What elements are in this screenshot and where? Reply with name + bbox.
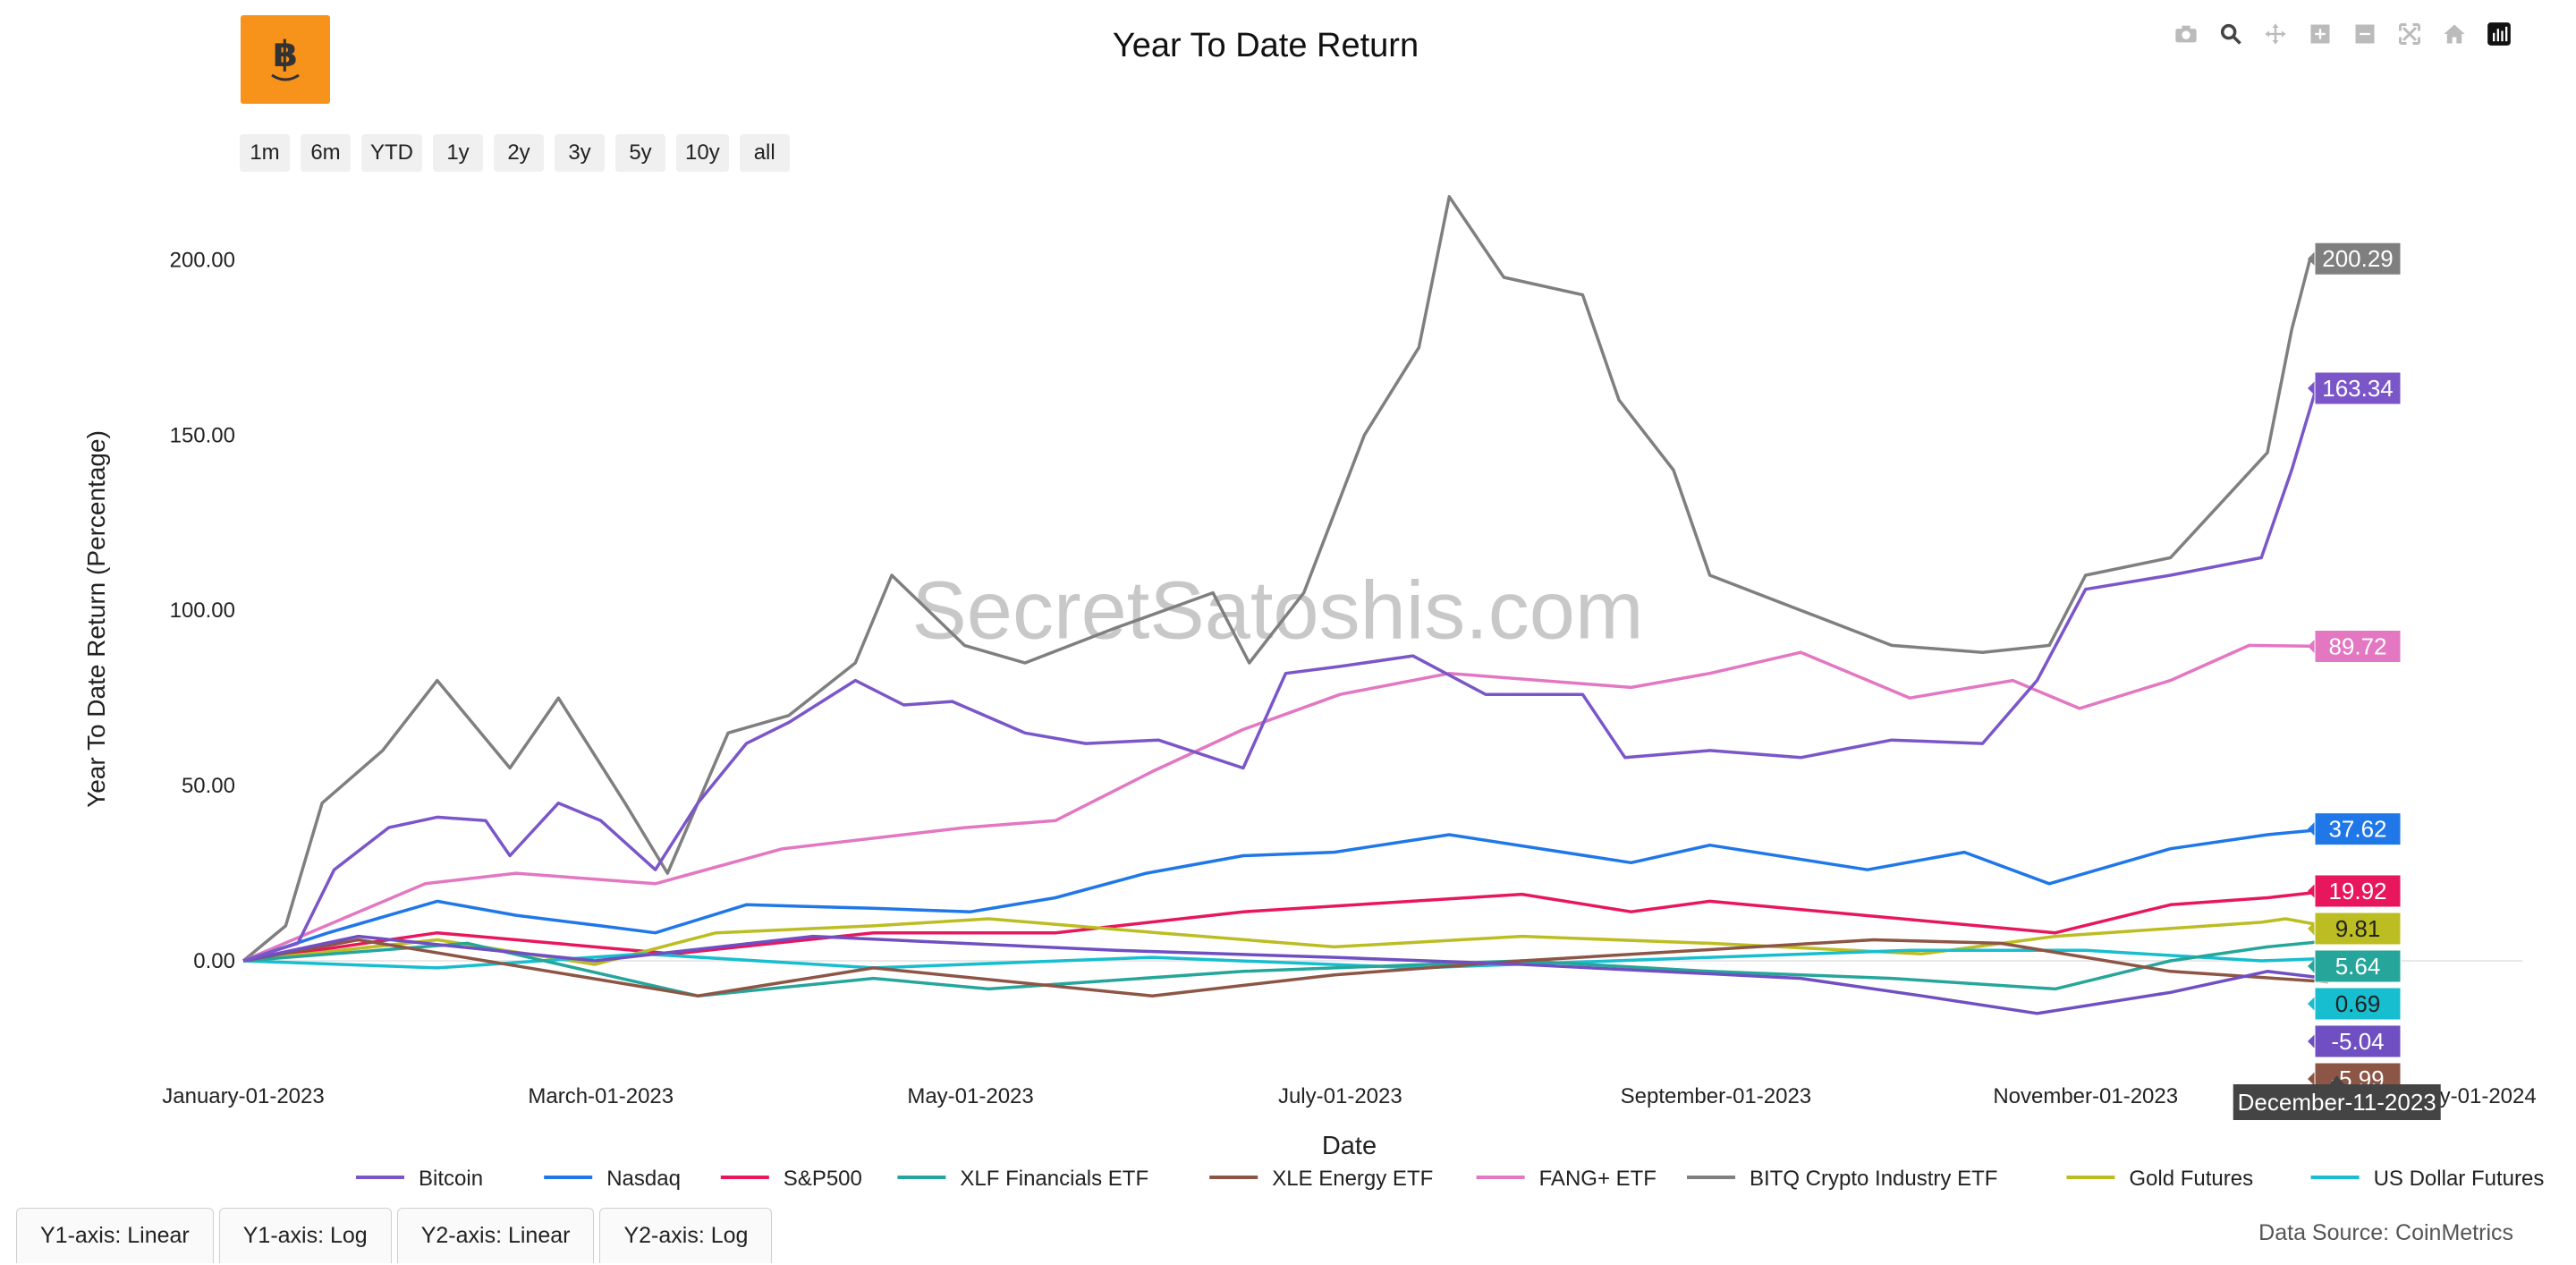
x-tick-label: January-01-2023 [162, 1084, 324, 1108]
value-label-pointer [2308, 251, 2315, 267]
logo: ฿ [241, 15, 330, 104]
range-button-5y[interactable]: 5y [615, 134, 665, 172]
x-tick-label: May-01-2023 [907, 1084, 1033, 1108]
legend-item-label: S&P500 [784, 1167, 862, 1191]
svg-text:฿: ฿ [273, 34, 298, 75]
series-line-bitq-crypto-industry-etf[interactable] [242, 195, 2328, 963]
series-line-nasdaq[interactable] [242, 827, 2328, 963]
modebar [2172, 20, 2513, 48]
legend-item-label: BITQ Crypto Industry ETF [1750, 1167, 1997, 1191]
tab-y1-linear[interactable]: Y1-axis: Linear [16, 1208, 214, 1263]
bitcoin-smile-logo-icon: ฿ [271, 34, 300, 81]
y-tick-label: 50.00 [182, 774, 235, 798]
hover-label-pointer [2329, 1075, 2344, 1084]
autoscale-icon[interactable] [2395, 20, 2424, 48]
legend-item-label: FANG+ ETF [1539, 1167, 1657, 1191]
value-label-box [2314, 629, 2402, 663]
zoom-icon[interactable] [2216, 20, 2245, 48]
range-selector: 1m 6m YTD 1y 2y 3y 5y 10y all [240, 134, 790, 172]
x-tick-label: November-01-2023 [1993, 1084, 2178, 1108]
tab-y1-log[interactable]: Y1-axis: Log [218, 1208, 392, 1263]
hover-date-label: December-11-2023 [2238, 1089, 2436, 1116]
value-label-pointer [2308, 996, 2315, 1011]
y-tick-label: 100.00 [170, 599, 235, 623]
range-button-10y[interactable]: 10y [676, 134, 729, 172]
value-label-pointer [2308, 921, 2315, 936]
value-label-pointer [2308, 1033, 2315, 1049]
chart-title: Year To Date Return [1112, 27, 1419, 64]
legend-item-label: XLE Energy ETF [1272, 1167, 1433, 1191]
value-label-box [2314, 949, 2402, 983]
range-button-1y[interactable]: 1y [433, 134, 483, 172]
camera-icon[interactable] [2172, 20, 2200, 48]
legend-item-label: US Dollar Futures [2374, 1167, 2545, 1191]
x-tick-label: March-01-2023 [528, 1084, 674, 1108]
legend-item-label: Nasdaq [606, 1167, 681, 1191]
plotly-logo-icon[interactable] [2485, 20, 2513, 48]
series-line-tlt-treasury-bond-etf[interactable] [242, 934, 2328, 1015]
hover-label-box [2233, 1084, 2441, 1120]
value-label-pointer [2308, 381, 2315, 396]
value-label-box [2314, 874, 2402, 908]
range-button-ytd[interactable]: YTD [361, 134, 422, 172]
value-label: 9.81 [2335, 915, 2381, 942]
value-label-box [2314, 242, 2402, 276]
value-label-pointer [2308, 883, 2315, 898]
zoom-in-icon[interactable] [2306, 20, 2334, 48]
data-source: Data Source: CoinMetrics [2258, 1220, 2513, 1245]
value-label: 200.29 [2322, 245, 2394, 272]
series-line-bitcoin[interactable] [242, 386, 2328, 963]
value-label-pointer [2308, 958, 2315, 973]
value-label-box [2314, 812, 2402, 846]
series-line-us-dollar-futures[interactable] [242, 948, 2328, 970]
value-label: 89.72 [2328, 632, 2386, 659]
x-axis-title: Date [1322, 1132, 1377, 1160]
legend-item-label: XLF Financials ETF [960, 1167, 1148, 1191]
value-label-box [2314, 1024, 2402, 1058]
range-button-all[interactable]: all [739, 134, 790, 172]
x-tick-label: July-01-2023 [1278, 1084, 1402, 1108]
value-label: 5.64 [2335, 953, 2381, 980]
tab-y2-log[interactable]: Y2-axis: Log [599, 1208, 773, 1263]
value-label: 19.92 [2328, 878, 2386, 904]
y-tick-label: 200.00 [170, 248, 235, 272]
value-label-pointer [2308, 1071, 2315, 1086]
value-label-box [2314, 371, 2402, 405]
range-button-2y[interactable]: 2y [494, 134, 544, 172]
y-tick-label: 0.00 [193, 949, 235, 973]
y-tick-label: 150.00 [170, 423, 235, 447]
series-line-fang-etf[interactable] [242, 643, 2328, 963]
series-line-s-p500[interactable] [242, 889, 2328, 963]
zoom-out-icon[interactable] [2351, 20, 2379, 48]
range-button-6m[interactable]: 6m [301, 134, 351, 172]
value-label: 0.69 [2335, 990, 2381, 1017]
value-label: -5.04 [2331, 1028, 2384, 1055]
y-axis-title: Year To Date Return (Percentage) [82, 430, 110, 808]
chart-area[interactable]: SecretSatoshis.com 0.00 50.00 100.00 150.00 2… [0, 0, 2576, 1203]
tab-y2-linear[interactable]: Y2-axis: Linear [396, 1208, 595, 1263]
value-label-pointer [2308, 821, 2315, 836]
pan-icon[interactable] [2261, 20, 2290, 48]
range-button-3y[interactable]: 3y [555, 134, 605, 172]
series-line-xle-energy-etf[interactable] [242, 938, 2328, 998]
home-icon[interactable] [2440, 20, 2469, 48]
legend-item-label: Gold Futures [2129, 1167, 2253, 1191]
value-label: 163.34 [2322, 375, 2394, 402]
axis-tabs: Y1-axis: Linear Y1-axis: Log Y2-axis: Li… [16, 1208, 773, 1263]
value-label-box [2314, 912, 2402, 946]
x-tick-label: September-01-2023 [1621, 1084, 1811, 1108]
value-label-box [2314, 987, 2402, 1021]
value-label: 37.62 [2328, 816, 2386, 843]
value-label-pointer [2308, 639, 2315, 654]
legend-item-label: Bitcoin [419, 1167, 483, 1191]
range-button-1m[interactable]: 1m [240, 134, 290, 172]
watermark: SecretSatoshis.com [911, 565, 1643, 657]
